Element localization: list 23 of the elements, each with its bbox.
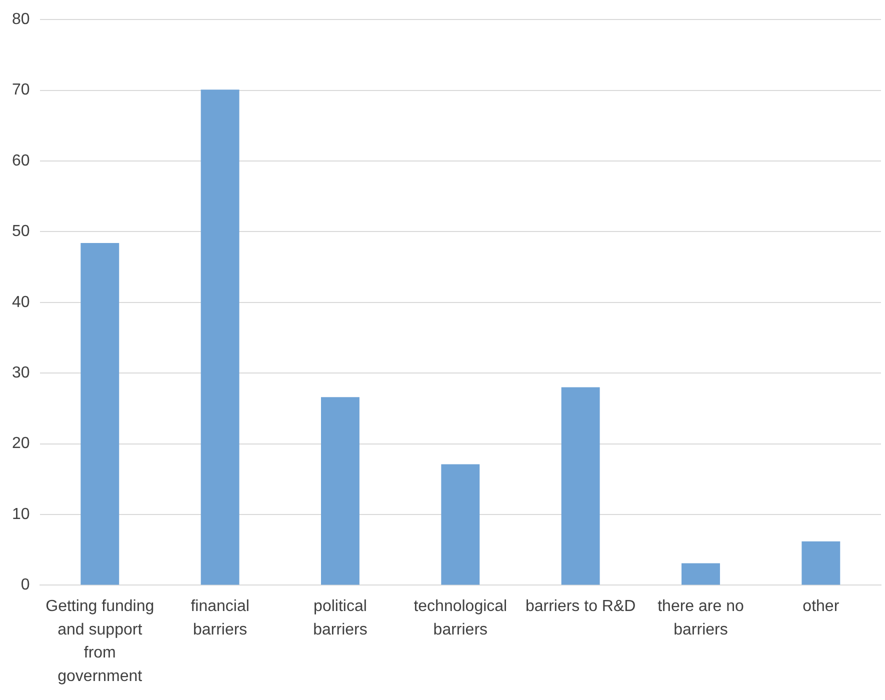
y-tick-label: 70 bbox=[12, 82, 30, 99]
x-tick-label: financial barriers bbox=[190, 598, 250, 638]
y-tick-label: 80 bbox=[12, 11, 30, 28]
bar bbox=[682, 563, 720, 585]
y-tick-label: 0 bbox=[20, 576, 30, 594]
y-tick-label: 10 bbox=[12, 506, 30, 523]
x-tick-label: barriers to R&D bbox=[525, 598, 636, 616]
bar bbox=[561, 387, 600, 585]
x-tick-label: technological barriers bbox=[414, 598, 508, 638]
y-tick-label: 60 bbox=[12, 152, 30, 170]
bar bbox=[802, 541, 840, 585]
bar bbox=[200, 90, 240, 585]
x-tick-label: Getting funding and support from government bbox=[46, 598, 154, 685]
x-tick-label: there are no barriers bbox=[658, 598, 744, 638]
bar bbox=[80, 243, 120, 585]
y-tick-label: 40 bbox=[12, 294, 30, 311]
x-tick-label: other bbox=[802, 598, 840, 616]
bar bbox=[321, 397, 360, 585]
y-tick-label: 30 bbox=[12, 364, 30, 382]
x-tick-label: political barriers bbox=[313, 598, 368, 638]
y-tick-label: 50 bbox=[12, 223, 30, 240]
bar bbox=[441, 464, 480, 585]
y-tick-label: 20 bbox=[12, 435, 30, 452]
